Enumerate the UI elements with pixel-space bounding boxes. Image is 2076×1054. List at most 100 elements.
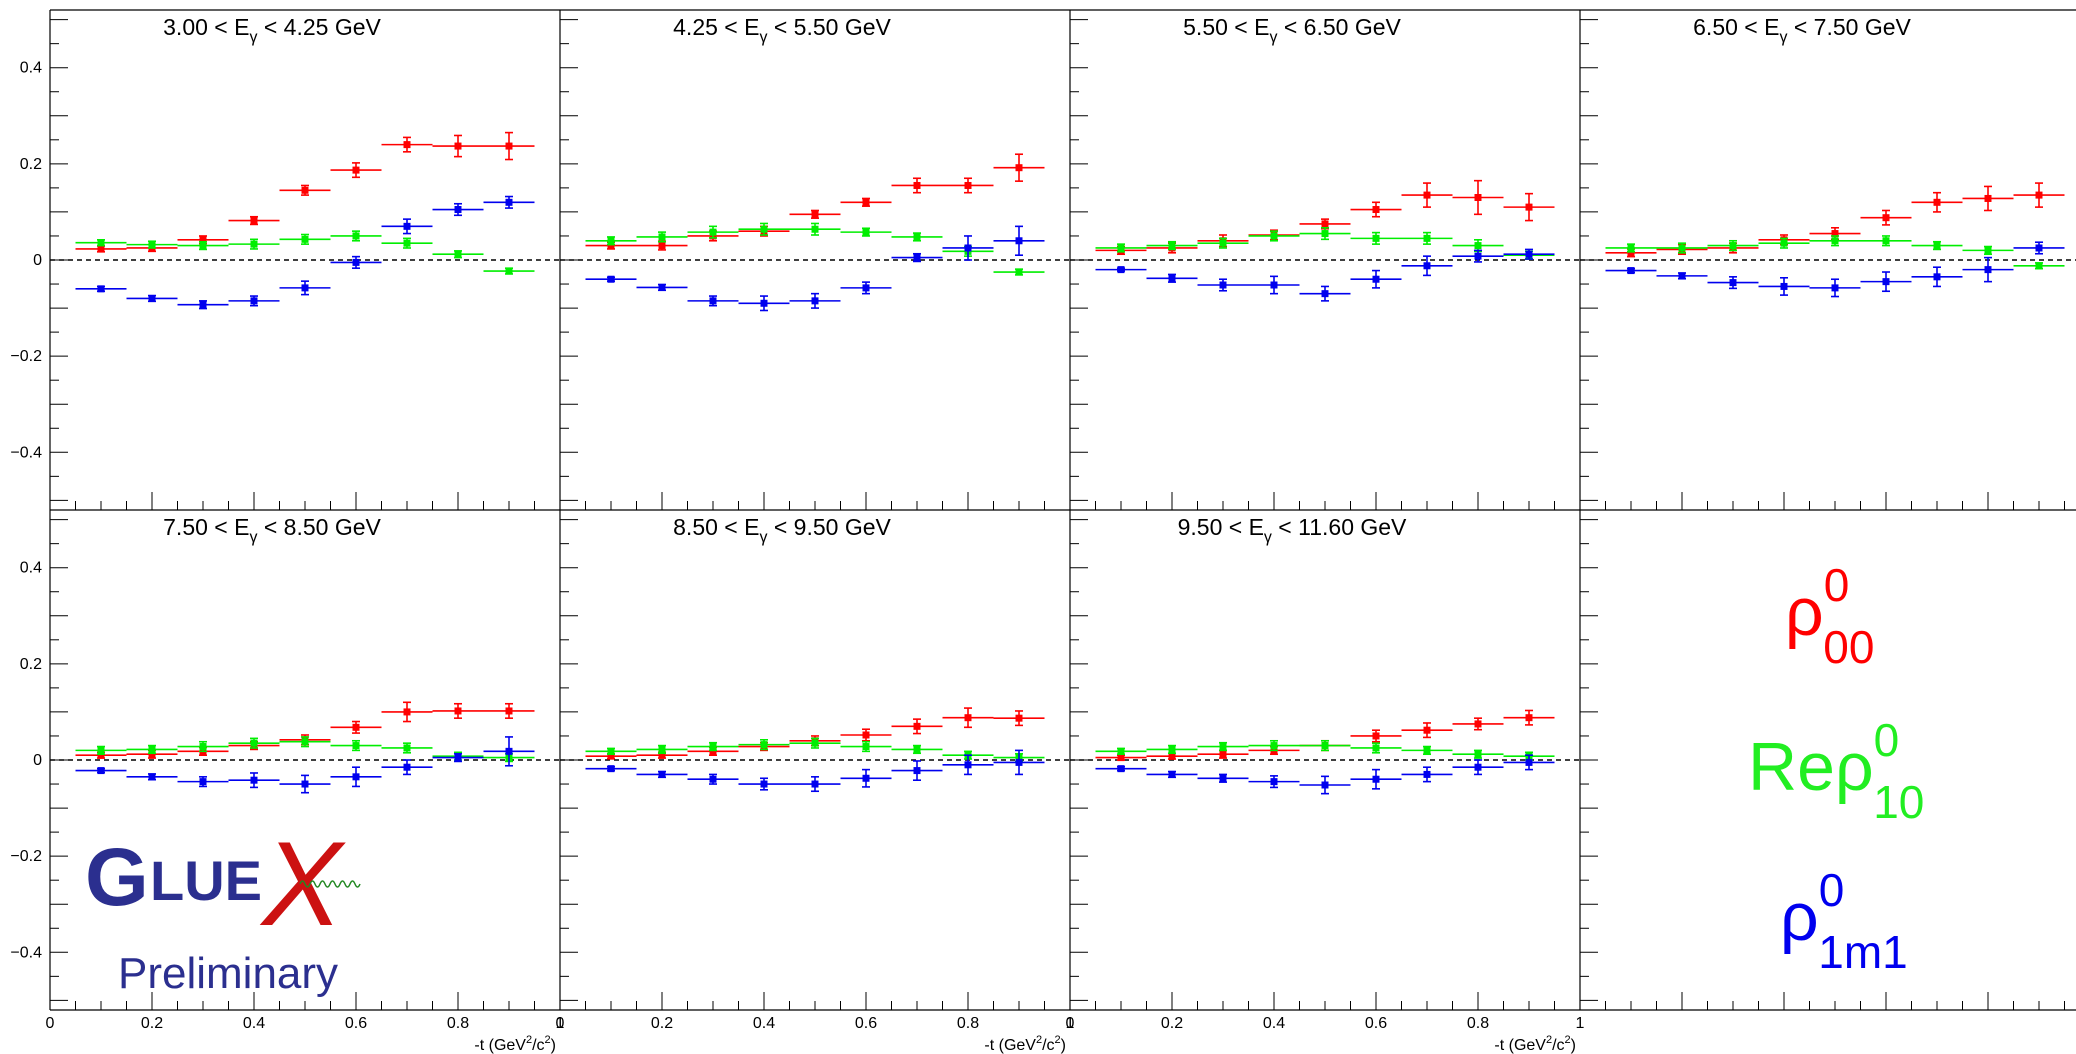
data-point (1248, 230, 1300, 242)
data-point (1299, 739, 1351, 752)
data-point (1248, 275, 1300, 295)
marker (403, 744, 411, 752)
marker (1984, 194, 1992, 202)
marker (352, 258, 360, 266)
marker (811, 780, 819, 788)
panel-5: 7.50 < Eγ < 8.50 GeV (50, 514, 560, 794)
marker (760, 299, 768, 307)
data-point (1197, 741, 1249, 752)
data-point (1452, 179, 1504, 216)
data-point (432, 250, 484, 259)
marker (454, 142, 462, 150)
data-point (789, 222, 841, 236)
series-ρ1m1 (1605, 241, 2065, 298)
data-point (687, 225, 739, 239)
x-axis-title: -t (GeV2/c2) (984, 1034, 1066, 1054)
marker (403, 239, 411, 247)
marker (1423, 262, 1431, 270)
data-point (177, 300, 229, 310)
panel-title: 7.50 < Eγ < 8.50 GeV (163, 514, 381, 546)
y-tick-label: 0.4 (20, 60, 42, 77)
marker (1117, 747, 1125, 755)
data-point (2013, 241, 2065, 255)
series-ρ00 (1095, 179, 1555, 256)
marker (811, 210, 819, 218)
marker (1627, 244, 1635, 252)
marker (1015, 164, 1023, 172)
marker (1219, 281, 1227, 289)
panel-1: 3.00 < Eγ < 4.25 GeV (50, 14, 560, 310)
x-tick-label: 0.8 (1467, 1015, 1489, 1032)
marker (301, 780, 309, 788)
series-Reρ10 (1605, 235, 2065, 270)
marker (658, 745, 666, 753)
legend: ρ0 00 Reρ0 10 ρ0 1m1 (1748, 559, 1924, 978)
data-point (1146, 770, 1198, 779)
x-axis-title: -t (GeV2/c2) (1494, 1034, 1576, 1054)
marker (352, 232, 360, 240)
data-point (1401, 182, 1453, 208)
data-point (687, 741, 739, 752)
marker (862, 774, 870, 782)
marker (862, 284, 870, 292)
series-ρ1m1 (75, 195, 535, 310)
data-point (840, 197, 892, 207)
data-point (75, 285, 127, 293)
y-tick-label: 0.2 (20, 656, 42, 673)
data-point (891, 232, 943, 242)
marker (760, 780, 768, 788)
marker (1168, 274, 1176, 282)
data-point (381, 136, 433, 153)
logo-x: X (259, 817, 346, 951)
marker (454, 206, 462, 214)
marker (658, 283, 666, 291)
data-point (993, 153, 1045, 182)
x-tick-label: 0.6 (855, 1015, 877, 1032)
marker (97, 746, 105, 754)
data-point (1146, 273, 1198, 283)
marker (1627, 249, 1635, 257)
marker (913, 745, 921, 753)
marker (607, 275, 615, 283)
marker (454, 250, 462, 258)
x-tick-label: 0.2 (1161, 1015, 1183, 1032)
marker (199, 236, 207, 244)
data-point (279, 280, 331, 296)
data-point (381, 237, 433, 249)
marker (250, 240, 258, 248)
marker (1729, 242, 1737, 250)
marker (1117, 266, 1125, 274)
data-point (585, 765, 637, 773)
marker (1219, 774, 1227, 782)
marker (1117, 765, 1125, 773)
marker (1321, 220, 1329, 228)
data-point (381, 759, 433, 776)
series-Reρ10 (585, 222, 1045, 276)
data-point (1299, 775, 1351, 795)
marker (1117, 754, 1125, 762)
data-point (432, 702, 484, 719)
marker (709, 743, 717, 751)
data-point (942, 177, 994, 194)
data-point (483, 131, 535, 161)
marker (352, 723, 360, 731)
data-point (891, 718, 943, 735)
marker (505, 142, 513, 150)
data-point (1350, 231, 1402, 245)
panel-title: 5.50 < Eγ < 6.50 GeV (1183, 14, 1401, 46)
y-tick-label: −0.2 (10, 848, 42, 865)
marker (97, 767, 105, 775)
marker (97, 239, 105, 247)
data-point (1503, 192, 1555, 222)
marker (1321, 781, 1329, 789)
marker (1984, 246, 1992, 254)
marker (760, 225, 768, 233)
marker (1372, 744, 1380, 752)
data-point (738, 777, 790, 791)
data-point (228, 238, 280, 250)
data-point (1656, 272, 1708, 280)
data-point (432, 752, 484, 763)
marker (1372, 275, 1380, 283)
marker (1015, 237, 1023, 245)
marker (1933, 242, 1941, 250)
